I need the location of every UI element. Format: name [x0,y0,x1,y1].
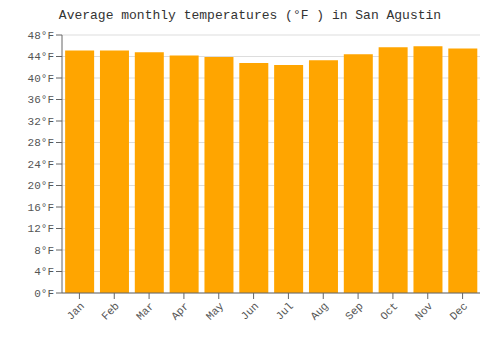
svg-text:Feb: Feb [99,300,121,322]
html-text:Average monthly temperatures (: Average monthly temperatures (°F ) in Sa… [58,8,442,23]
svg-text:May: May [204,300,227,323]
svg-text:Mar: Mar [134,300,156,322]
svg-text:28°F: 28°F [28,137,54,149]
svg-text:Aug: Aug [308,300,330,322]
svg-text:0°F: 0°F [34,288,54,300]
svg-text:20°F: 20°F [28,180,54,192]
svg-text:Nov: Nov [413,300,436,323]
svg-text:Sep: Sep [343,300,365,322]
svg-text:Apr: Apr [169,300,191,322]
svg-text:8°F: 8°F [34,245,54,257]
svg-text:12°F: 12°F [28,223,54,235]
svg-text:36°F: 36°F [28,94,54,106]
svg-text:16°F: 16°F [28,202,54,214]
svg-text:Jan: Jan [65,300,87,322]
svg-text:44°F: 44°F [28,51,54,63]
svg-text:Dec: Dec [448,300,470,322]
svg-text:Oct: Oct [378,300,400,322]
svg-text:Jun: Jun [239,300,261,322]
svg-text:48°F: 48°F [28,30,54,42]
svg-text:Jul: Jul [274,300,296,322]
svg-text:32°F: 32°F [28,116,54,128]
svg-text:4°F: 4°F [34,266,54,278]
svg-text:24°F: 24°F [28,159,54,171]
svg-text:40°F: 40°F [28,73,54,85]
